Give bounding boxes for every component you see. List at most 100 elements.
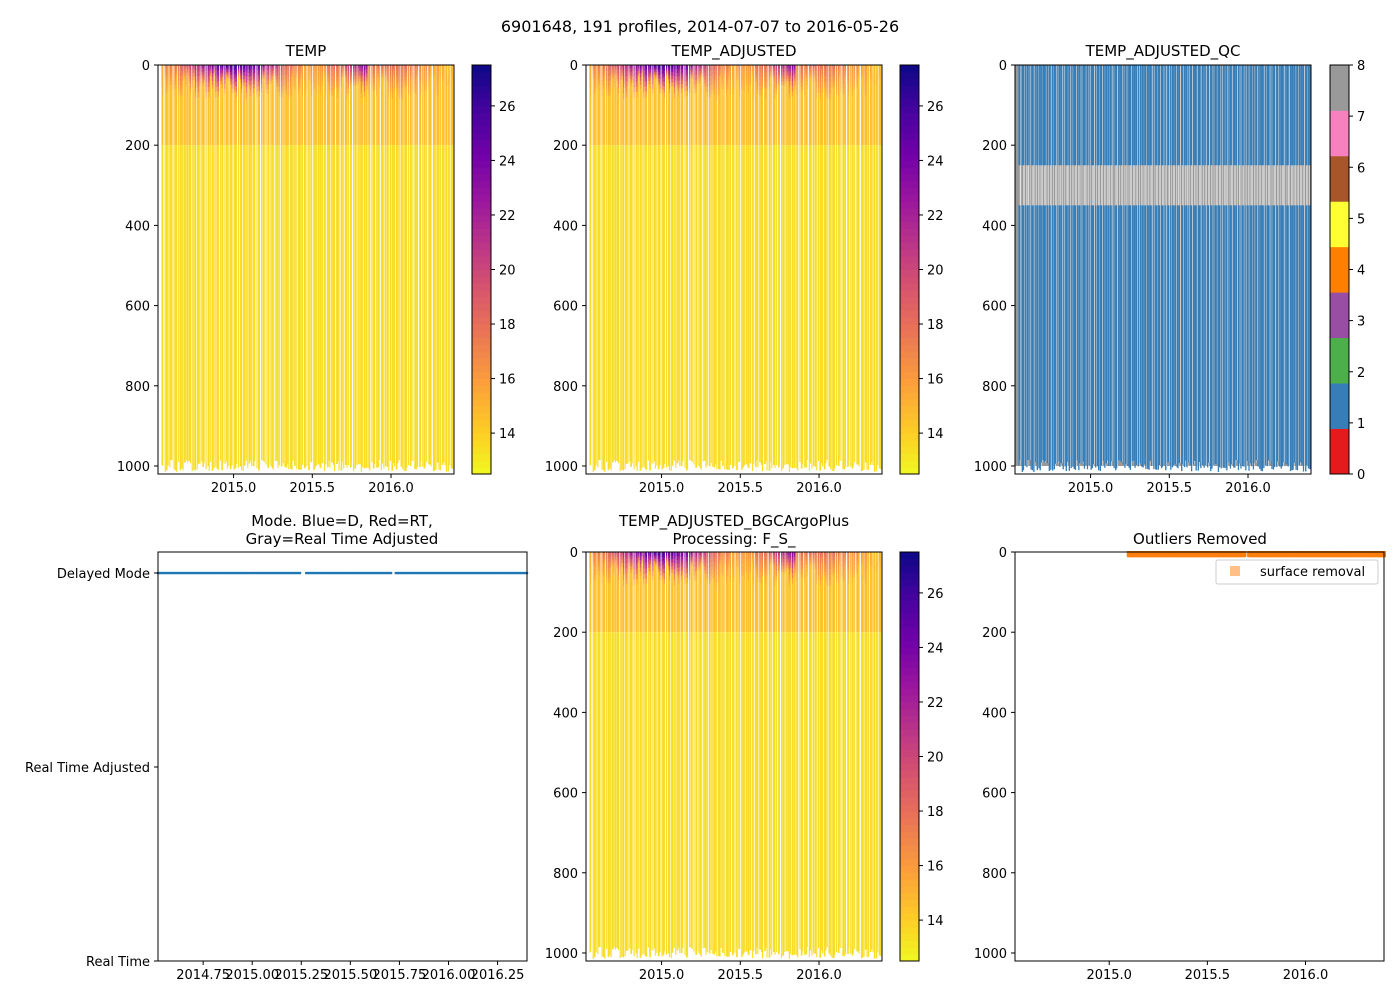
colorbar-segment [900,358,919,366]
qc-flag1-cell [1028,205,1030,461]
profile-column [280,65,283,467]
profile-cell [788,76,790,82]
profile-cell [761,65,764,70]
profile-cell [817,65,819,70]
profile-cell [784,65,786,69]
profile-cell [326,81,329,146]
qc-flag1-cell [1163,65,1165,166]
profile-cell [782,78,785,82]
profile-cell [340,68,343,73]
qc-gap [1096,65,1097,468]
profile-cell [706,65,708,71]
profile-cell [265,79,267,85]
profile-cell [867,66,869,69]
profile-cell [251,87,253,146]
profile-cell [612,565,614,633]
profile-cell [348,145,350,466]
profile-cell [718,75,720,81]
profile-cell [272,76,274,146]
profile-cell [238,76,240,146]
profile-cell [601,85,603,92]
profile-cell [317,65,320,69]
profile-cell [797,145,799,471]
qc-profile-column [1137,65,1140,467]
qc-flag1-cell [1096,65,1099,166]
colorbar-segment [472,317,491,325]
profile-cell [877,145,879,466]
profile-cell [684,65,686,71]
profile-cell [234,81,237,87]
qc-gap [1160,65,1161,465]
profile-cell [416,75,419,78]
profile-cell [607,552,610,558]
profile-cell [252,74,255,80]
profile-cell [805,71,807,74]
profile-cell [678,85,680,92]
profile-cell [864,80,867,87]
profile-cell [629,76,631,79]
profile-cell [443,75,445,79]
qc-flag1-cell [1142,65,1144,166]
profile-cell [332,70,335,76]
qc-flag1-cell [1301,65,1303,166]
panel-mode-title-line1: Mode. Blue=D, Red=RT, [251,512,433,530]
profile-cell [222,77,224,146]
panel-temp-adjusted-qc: TEMP_ADJUSTED_QC 2015.0 2015.5 2016.002004… [974,42,1365,496]
profile-cell [670,75,672,80]
profile-cell [363,96,366,146]
qc-flag1-cell [1283,205,1285,463]
qc-flag1-cell [1195,205,1197,471]
profile-cell [621,69,623,73]
profile-cell [673,87,675,94]
qc-flag1-cell [1283,65,1285,166]
profile-cell [403,83,405,88]
profile-cell [761,89,764,146]
profile-cell [631,145,633,464]
profile-cell [226,67,228,70]
profile-cell [650,73,652,77]
qc-flag1-cell [1107,65,1109,166]
profile-cell [361,65,363,69]
profile-cell [745,145,748,465]
profile-cell [348,93,350,146]
profile-cell [376,94,378,146]
profile-cell [705,82,707,88]
profile-cell [184,65,186,68]
profile-cell [181,85,183,91]
profile-cell [261,145,263,460]
profile-cell [623,557,625,564]
profile-cell [432,67,435,71]
qc-flag1-cell [1144,205,1146,465]
qc-flag1-cell [1174,65,1177,166]
profile-cell [606,89,608,95]
profile-cell [186,70,189,73]
profile-cell [635,78,638,84]
profile-column [321,65,324,464]
profile-cell [724,67,726,70]
profile-column [876,65,878,472]
profile-cell [738,73,740,78]
profile-cell [434,65,436,68]
profile-cell [720,65,722,69]
profile-cell [704,65,706,69]
profile-cell [627,145,629,464]
profile-cell [263,73,265,77]
profile-cell [403,87,405,146]
qc-profile-column [1070,65,1073,469]
profile-cell [436,96,439,146]
profile-cell [749,71,752,76]
profile-cell [360,70,362,77]
qc-flag1-cell [1149,65,1152,166]
profile-cell [722,81,724,86]
profile-cell [811,67,813,71]
profile-cell [623,76,625,83]
profile-cell [429,74,431,77]
profile-cell [825,80,827,86]
qc-profile-column [1019,65,1022,461]
qc-flag1-cell [1056,205,1058,464]
profile-cell [856,68,858,73]
profile-cell [878,65,881,68]
profile-cell [205,70,207,77]
profile-cell [645,91,647,97]
y-tick-label: 600 [982,300,1007,315]
